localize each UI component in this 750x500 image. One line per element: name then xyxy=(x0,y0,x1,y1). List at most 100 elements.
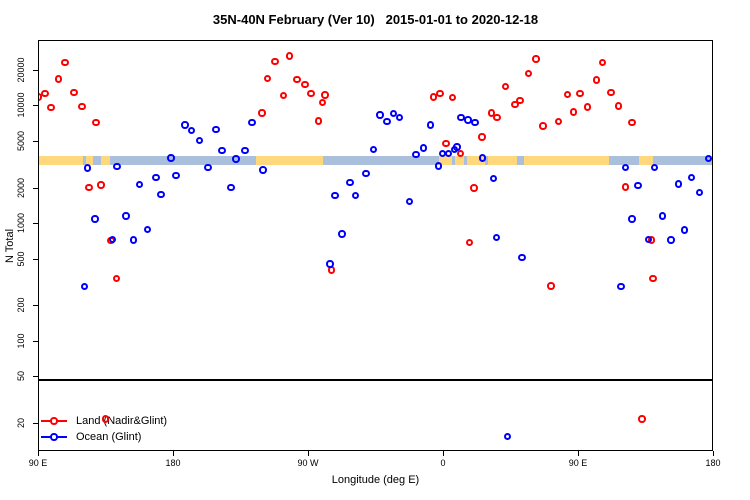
x-tick xyxy=(713,451,714,456)
data-point-ocean xyxy=(227,183,235,192)
data-point-land xyxy=(516,96,524,105)
data-point-land xyxy=(436,90,444,98)
data-point-ocean xyxy=(478,154,487,162)
x-tick-label: 180 xyxy=(165,458,181,468)
data-point-land xyxy=(271,57,279,66)
band-segment-ocean xyxy=(322,155,440,166)
data-point-ocean xyxy=(489,174,497,183)
data-point-ocean xyxy=(187,126,196,134)
data-point-land xyxy=(97,181,105,189)
data-point-land xyxy=(621,183,629,191)
data-point-ocean xyxy=(376,111,384,119)
data-point-ocean xyxy=(338,230,346,238)
data-point-ocean xyxy=(218,146,226,154)
data-point-land xyxy=(465,238,473,247)
data-point-land xyxy=(279,92,288,100)
data-point-ocean xyxy=(680,226,688,234)
data-point-land xyxy=(638,415,646,423)
data-point-ocean xyxy=(259,166,267,174)
data-point-land xyxy=(576,90,584,98)
band-segment-land xyxy=(256,155,323,166)
y-tick xyxy=(33,70,38,71)
data-point-land xyxy=(598,58,607,67)
y-tick xyxy=(33,376,38,378)
band-segment-land xyxy=(523,155,609,166)
data-point-ocean xyxy=(426,121,434,129)
data-point-ocean xyxy=(143,225,152,233)
legend-symbol-circle xyxy=(50,417,58,425)
data-point-ocean xyxy=(412,150,420,158)
data-point-land xyxy=(448,93,457,102)
data-point-land xyxy=(112,274,121,283)
data-point-land xyxy=(524,69,533,78)
data-point-land xyxy=(314,117,322,125)
chart-title: 35N-40N February (Ver 10) 2015-01-01 to … xyxy=(212,12,539,27)
x-tick xyxy=(578,451,579,456)
data-point-land xyxy=(501,82,510,90)
data-point-land xyxy=(583,103,592,111)
data-point-land xyxy=(258,109,266,117)
data-point-ocean xyxy=(122,212,130,220)
data-point-land xyxy=(487,109,496,117)
band-segment-land xyxy=(455,155,465,166)
band-segment-ocean xyxy=(484,155,489,166)
data-point-ocean xyxy=(195,136,203,144)
band-segment-ocean xyxy=(464,155,468,166)
data-point-ocean xyxy=(172,172,180,180)
data-point-ocean xyxy=(383,117,391,126)
data-point-ocean xyxy=(346,178,354,187)
legend-label: Land (Nadir&Glint) xyxy=(76,415,168,427)
band-segment-land xyxy=(39,155,83,166)
band-segment-ocean xyxy=(517,155,524,166)
data-point-ocean xyxy=(389,109,398,118)
data-point-ocean xyxy=(331,191,339,200)
data-point-ocean xyxy=(152,173,160,182)
data-point-ocean xyxy=(395,113,403,122)
x-tick-label: 0 xyxy=(440,458,446,468)
data-point-ocean xyxy=(351,191,359,200)
x-tick-label: 90 E xyxy=(568,458,588,468)
data-point-ocean xyxy=(687,173,696,181)
data-point-land xyxy=(470,184,478,192)
data-point-land xyxy=(442,139,450,148)
data-point-land xyxy=(649,274,657,282)
data-point-ocean xyxy=(503,433,512,441)
data-point-land xyxy=(92,118,100,127)
y-tick xyxy=(33,305,38,307)
data-point-ocean xyxy=(453,143,461,151)
x-tick xyxy=(38,451,39,456)
x-tick xyxy=(308,451,309,456)
data-point-ocean xyxy=(658,212,667,220)
data-point-ocean xyxy=(704,154,712,162)
data-point-land xyxy=(569,108,577,116)
data-point-land xyxy=(70,88,78,97)
data-point-ocean xyxy=(457,114,465,122)
legend-symbol-circle xyxy=(50,433,58,441)
band-segment-ocean xyxy=(82,155,86,166)
data-point-ocean xyxy=(444,149,452,158)
data-point-land xyxy=(85,183,93,192)
data-point-land xyxy=(456,149,464,158)
data-point-ocean xyxy=(232,155,240,163)
data-point-land xyxy=(478,133,486,141)
band-segment-ocean xyxy=(92,155,101,166)
band-segment-land xyxy=(488,155,518,166)
x-tick xyxy=(173,451,174,456)
data-point-ocean xyxy=(167,154,175,162)
data-point-ocean xyxy=(628,215,636,223)
data-point-land xyxy=(607,88,615,97)
band-segment-land xyxy=(638,155,653,166)
threshold-line xyxy=(39,379,712,381)
data-point-land xyxy=(563,90,572,99)
data-point-ocean xyxy=(434,162,442,170)
data-point-ocean xyxy=(181,121,189,129)
data-point-land xyxy=(61,58,69,67)
data-point-land xyxy=(318,98,327,107)
data-point-land xyxy=(614,102,623,110)
data-point-ocean xyxy=(518,253,526,262)
band-segment-ocean xyxy=(609,155,639,166)
data-point-ocean xyxy=(667,236,675,244)
